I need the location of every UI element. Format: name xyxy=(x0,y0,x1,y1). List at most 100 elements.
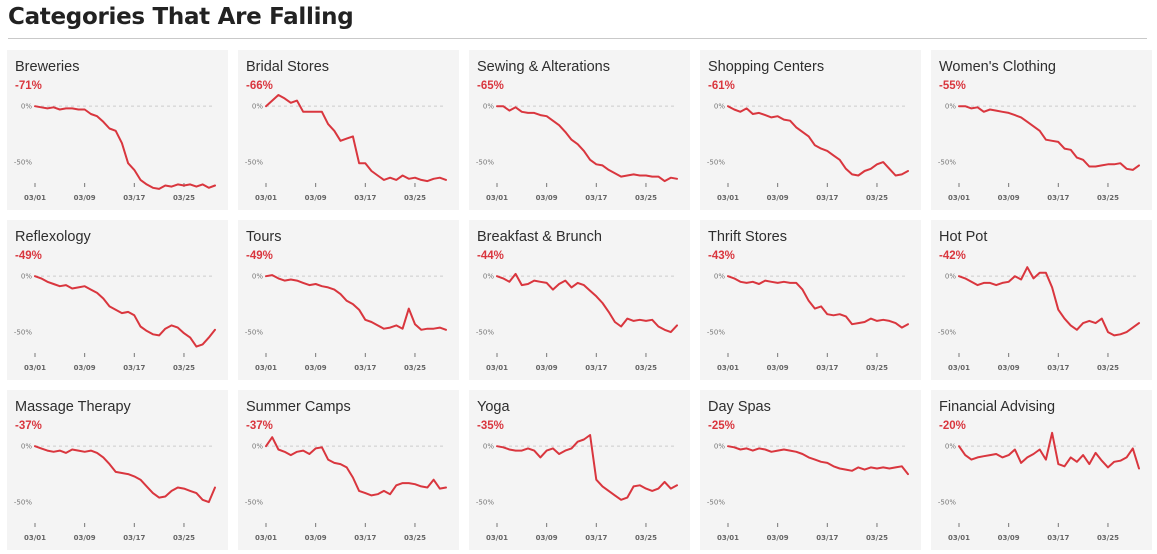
x-tick-label: 03/25 xyxy=(173,364,195,372)
page-title: Categories That Are Falling xyxy=(8,4,354,30)
chart-panel: Yoga -35% 0% -50% 03/01 03/09 03/17 03/25 xyxy=(469,390,690,550)
x-tick-label: 03/01 xyxy=(255,194,277,202)
x-tick-label: 03/09 xyxy=(767,364,789,372)
x-tick-label: 03/17 xyxy=(123,194,145,202)
chart-panel: Sewing & Alterations -65% 0% -50% 03/01 03/09… xyxy=(469,50,690,210)
panel-category-name: Hot Pot xyxy=(939,229,988,245)
y-tick-label: -50% xyxy=(476,499,494,507)
series-line xyxy=(34,105,216,190)
panel-percent-change: -20% xyxy=(939,420,966,432)
panel-percent-change: -37% xyxy=(246,420,273,432)
x-tick-label: 03/01 xyxy=(948,194,970,202)
y-tick-label: -50% xyxy=(938,159,956,167)
x-tick-label: 03/17 xyxy=(816,534,838,542)
x-tick-label: 03/09 xyxy=(998,194,1020,202)
y-tick-label: 0% xyxy=(21,273,32,281)
y-tick-label: 0% xyxy=(21,103,32,111)
x-tick-label: 03/17 xyxy=(354,534,376,542)
panel-category-name: Bridal Stores xyxy=(246,59,330,75)
sparkline-chart: 0% -50% 03/01 03/09 03/17 03/25 xyxy=(245,94,447,202)
y-tick-label: -50% xyxy=(14,499,32,507)
x-tick-label: 03/01 xyxy=(486,194,508,202)
y-tick-label: 0% xyxy=(945,273,956,281)
x-tick-label: 03/25 xyxy=(866,534,888,542)
x-tick-label: 03/01 xyxy=(24,534,46,542)
x-tick-label: 03/09 xyxy=(767,534,789,542)
x-tick-label: 03/25 xyxy=(173,534,195,542)
x-tick-label: 03/25 xyxy=(404,534,426,542)
panel-percent-change: -35% xyxy=(477,420,504,432)
series-line xyxy=(265,94,447,183)
x-tick-label: 03/09 xyxy=(998,364,1020,372)
sparkline-chart: 0% -50% 03/01 03/09 03/17 03/25 xyxy=(707,273,909,372)
x-tick-label: 03/17 xyxy=(585,194,607,202)
y-tick-label: -50% xyxy=(707,159,725,167)
chart-panel: Breakfast & Brunch -44% 0% -50% 03/01 03/09 03… xyxy=(469,220,690,380)
y-tick-label: 0% xyxy=(252,103,263,111)
y-tick-label: -50% xyxy=(245,329,263,337)
x-tick-label: 03/01 xyxy=(24,194,46,202)
panel-percent-change: -37% xyxy=(15,420,42,432)
chart-panel: Women's Clothing -55% 0% -50% 03/01 03/09 03/1… xyxy=(931,50,1152,210)
panel-percent-change: -61% xyxy=(708,80,735,92)
x-tick-label: 03/17 xyxy=(1047,364,1069,372)
y-tick-label: -50% xyxy=(938,499,956,507)
x-tick-label: 03/25 xyxy=(635,534,657,542)
x-tick-label: 03/01 xyxy=(717,194,739,202)
panel-category-name: Massage Therapy xyxy=(15,399,131,415)
x-tick-label: 03/25 xyxy=(1097,194,1119,202)
panel-percent-change: -71% xyxy=(15,80,42,92)
y-tick-label: -50% xyxy=(14,329,32,337)
x-tick-label: 03/25 xyxy=(635,194,657,202)
series-line xyxy=(496,434,678,501)
y-tick-label: -50% xyxy=(476,159,494,167)
x-tick-label: 03/25 xyxy=(404,194,426,202)
sparkline-chart: 0% -50% 03/01 03/09 03/17 03/25 xyxy=(14,273,216,372)
sparkline-chart: 0% -50% 03/01 03/09 03/17 03/25 xyxy=(707,103,909,202)
x-tick-label: 03/17 xyxy=(816,364,838,372)
y-tick-label: -50% xyxy=(245,159,263,167)
y-tick-label: -50% xyxy=(938,329,956,337)
panel-category-name: Summer Camps xyxy=(246,399,351,415)
series-line xyxy=(727,275,909,329)
y-tick-label: -50% xyxy=(707,499,725,507)
x-tick-label: 03/25 xyxy=(173,194,195,202)
chart-panel: Massage Therapy -37% 0% -50% 03/01 03/09 03/17… xyxy=(7,390,228,550)
sparkline-chart: 0% -50% 03/01 03/09 03/17 03/25 xyxy=(14,103,216,202)
x-tick-label: 03/01 xyxy=(486,364,508,372)
series-line xyxy=(496,105,678,183)
sparkline-chart: 0% -50% 03/01 03/09 03/17 03/25 xyxy=(938,266,1140,372)
y-tick-label: 0% xyxy=(714,273,725,281)
x-tick-label: 03/17 xyxy=(354,364,376,372)
x-tick-label: 03/25 xyxy=(1097,364,1119,372)
x-tick-label: 03/09 xyxy=(74,194,96,202)
x-tick-label: 03/25 xyxy=(404,364,426,372)
y-tick-label: 0% xyxy=(714,103,725,111)
x-tick-label: 03/01 xyxy=(255,364,277,372)
x-tick-label: 03/09 xyxy=(305,364,327,372)
x-tick-label: 03/09 xyxy=(998,534,1020,542)
y-tick-label: -50% xyxy=(14,159,32,167)
y-tick-label: -50% xyxy=(476,329,494,337)
series-line xyxy=(34,275,216,348)
chart-panel: Day Spas -25% 0% -50% 03/01 03/09 03/17 03/25 xyxy=(700,390,921,550)
series-line xyxy=(34,445,216,504)
x-tick-label: 03/17 xyxy=(585,364,607,372)
sparkline-chart: 0% -50% 03/01 03/09 03/17 03/25 xyxy=(707,443,909,542)
x-tick-label: 03/17 xyxy=(585,534,607,542)
sparkline-chart: 0% -50% 03/01 03/09 03/17 03/25 xyxy=(476,272,678,372)
series-line xyxy=(958,266,1140,337)
series-line xyxy=(496,272,678,334)
panel-percent-change: -44% xyxy=(477,250,504,262)
y-tick-label: -50% xyxy=(707,329,725,337)
x-tick-label: 03/09 xyxy=(536,194,558,202)
series-line xyxy=(958,105,1140,171)
y-tick-label: 0% xyxy=(483,443,494,451)
x-tick-label: 03/25 xyxy=(866,194,888,202)
chart-panel: Breweries -71% 0% -50% 03/01 03/09 03/17 03/25 xyxy=(7,50,228,210)
sparkline-chart: 0% -50% 03/01 03/09 03/17 03/25 xyxy=(938,431,1140,542)
y-tick-label: 0% xyxy=(714,443,725,451)
x-tick-label: 03/09 xyxy=(305,534,327,542)
chart-panel: Financial Advising -20% 0% -50% 03/01 03/09 03… xyxy=(931,390,1152,550)
panel-category-name: Breweries xyxy=(15,59,80,75)
